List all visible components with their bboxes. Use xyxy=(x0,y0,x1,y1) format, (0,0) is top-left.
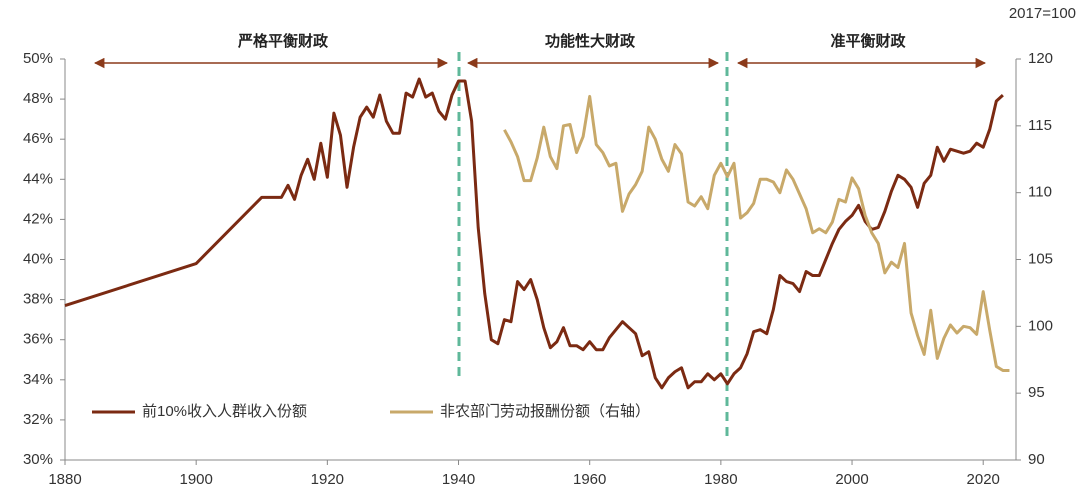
series-line xyxy=(503,94,1010,372)
y-tick-label: 46% xyxy=(23,130,53,147)
y-tick-label: 32% xyxy=(23,411,53,428)
y-tick-label: 30% xyxy=(23,451,53,468)
y-tick-label: 48% xyxy=(23,90,53,107)
y-tick-label: 40% xyxy=(23,250,53,267)
x-tick-label: 2000 xyxy=(835,471,868,488)
x-tick-label: 2020 xyxy=(967,471,1000,488)
y-tick-label: 50% xyxy=(23,50,53,67)
y2-tick-label: 95 xyxy=(1028,384,1045,401)
series-line xyxy=(64,77,1004,390)
legend-label: 前10%收入人群收入份额 xyxy=(142,403,307,420)
x-tick-label: 1920 xyxy=(311,471,344,488)
y2-tick-label: 110 xyxy=(1028,184,1052,201)
x-tick-label: 1900 xyxy=(179,471,212,488)
y-tick-label: 34% xyxy=(23,371,53,388)
y-tick-label: 36% xyxy=(23,331,53,348)
annotation: 准平衡财政 xyxy=(830,32,906,50)
y2-tick-label: 100 xyxy=(1028,317,1053,334)
y-tick-label: 44% xyxy=(23,170,53,187)
y-tick-label: 42% xyxy=(23,210,53,227)
annotation: 严格平衡财政 xyxy=(237,32,329,50)
y2-axis-label: 2017=100 xyxy=(1009,5,1076,22)
annotation: 功能性大财政 xyxy=(545,32,636,50)
y-tick-label: 38% xyxy=(23,291,53,308)
x-tick-label: 1880 xyxy=(48,471,81,488)
y2-tick-label: 105 xyxy=(1028,250,1053,267)
x-tick-label: 1960 xyxy=(573,471,606,488)
legend-label: 非农部门劳动报酬份额（右轴） xyxy=(440,403,650,420)
y2-tick-label: 90 xyxy=(1028,451,1045,468)
x-tick-label: 1980 xyxy=(704,471,737,488)
x-tick-label: 1940 xyxy=(442,471,475,488)
y2-tick-label: 115 xyxy=(1028,117,1052,134)
y2-tick-label: 120 xyxy=(1028,50,1053,67)
